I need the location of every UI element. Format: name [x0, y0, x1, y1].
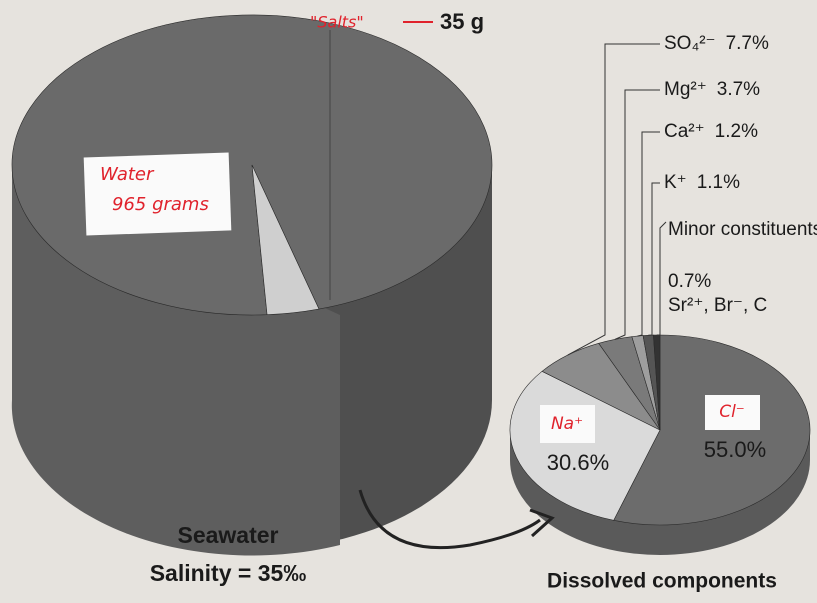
value-label: 1.2% [715, 121, 758, 142]
value-label: 3.7% [717, 79, 760, 100]
chart-subtitle: Salinity = 35‰ [150, 560, 307, 586]
category-label: Na⁺ [551, 414, 583, 434]
note: Sr²⁺, Br⁻, C [668, 295, 767, 316]
category-label: Mg²⁺ [664, 79, 707, 100]
category-label: Water [100, 164, 155, 185]
value-label: 965 grams [112, 194, 209, 215]
category-label: Minor constituents: [668, 219, 817, 240]
value-label: 55.0% [704, 437, 766, 462]
chart-title: Seawater [177, 522, 278, 548]
category-label: Ca²⁺ [664, 121, 705, 142]
value-label: 7.7% [726, 33, 769, 54]
figure: Water 965 grams "Salts" 35 g Seawater Salinit… [0, 0, 817, 603]
category-label: Cl⁻ [719, 402, 745, 422]
chart-title: Dissolved components [547, 570, 777, 593]
value-label: 30.6% [547, 450, 609, 475]
category-label: "Salts" [310, 13, 364, 32]
value-label: 0.7% [668, 271, 711, 292]
category-label: SO₄²⁻ [664, 33, 716, 54]
value-label: 1.1% [697, 172, 740, 193]
value-label: 35 g [440, 9, 484, 34]
category-label: K⁺ [664, 172, 687, 193]
